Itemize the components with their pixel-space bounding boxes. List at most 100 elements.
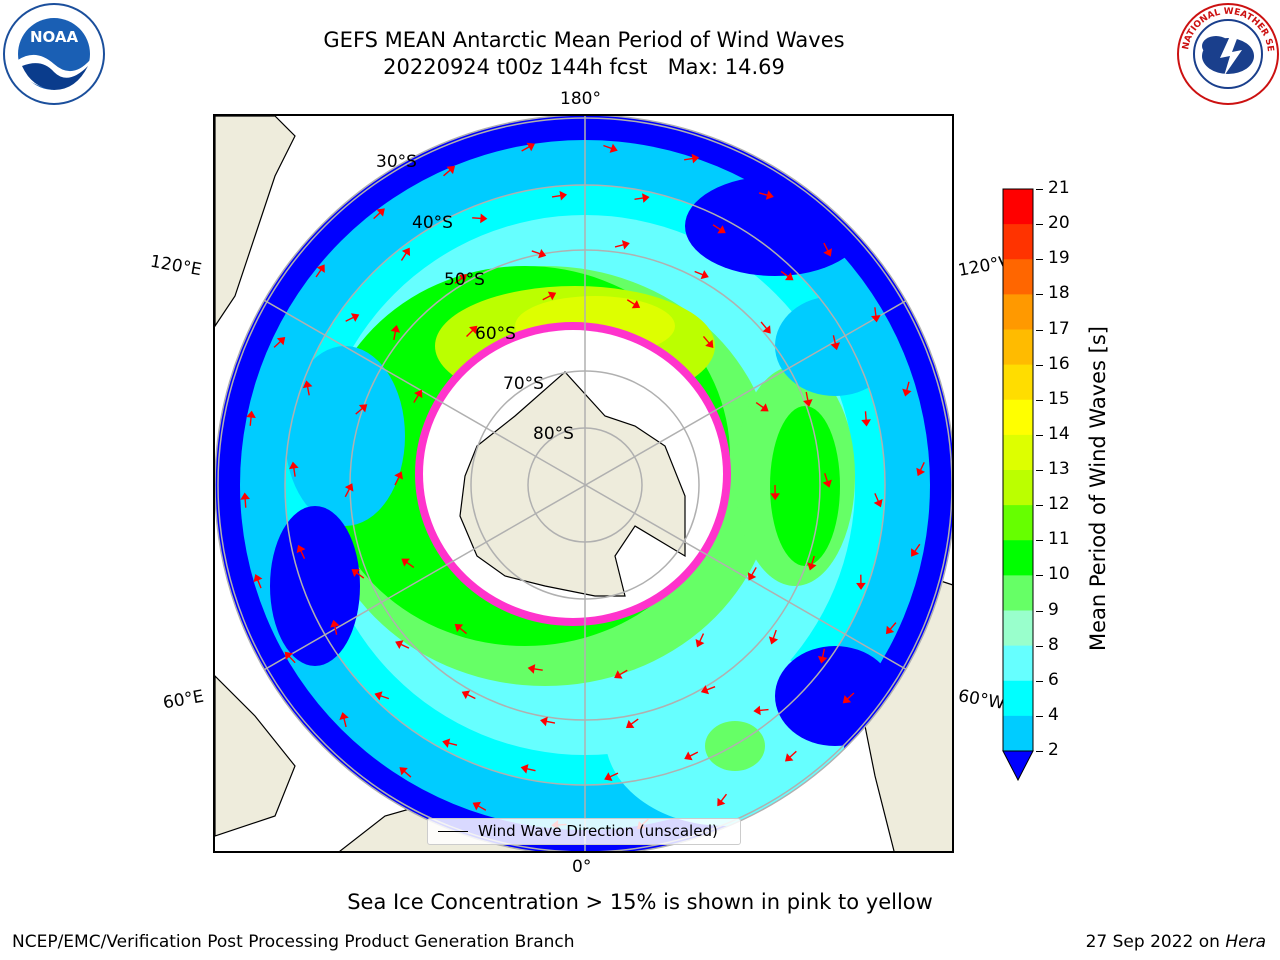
- wind-wave-arrow: [454, 277, 463, 284]
- wind-wave-arrowhead: [454, 623, 464, 633]
- wind-wave-arrow: [551, 194, 562, 198]
- lat-label-60s: 60°S: [475, 324, 516, 344]
- colorbar-tick-mark: [1036, 645, 1043, 647]
- wind-wave-arrowhead: [642, 193, 650, 203]
- wind-wave-arrowhead: [538, 249, 547, 259]
- wind-wave-arrowhead: [885, 625, 895, 635]
- lat-label-70s: 70°S: [503, 374, 544, 394]
- wind-wave-arrowhead: [842, 695, 852, 704]
- colorbar-cell: [1003, 259, 1033, 295]
- wind-wave-arrowhead: [916, 467, 926, 477]
- wind-wave-arrowhead: [414, 389, 423, 399]
- wind-wave-arrow: [751, 567, 757, 576]
- wind-wave-arrow: [755, 401, 764, 409]
- wind-wave-arrow: [772, 629, 777, 639]
- colorbar-cell: [1003, 645, 1033, 682]
- wind-wave-arrow: [810, 555, 815, 565]
- colorbar-tick-label: 12: [1048, 494, 1070, 515]
- wind-wave-arrowhead: [330, 619, 340, 628]
- colorbar-tick-mark: [1036, 329, 1043, 331]
- wind-wave-arrowhead: [240, 492, 250, 500]
- wind-wave-arrowhead: [695, 639, 705, 648]
- wind-wave-arrow: [874, 493, 880, 502]
- wind-wave-arrowhead: [296, 544, 306, 554]
- map-panel: [213, 114, 954, 853]
- wind-wave-arrowhead: [461, 690, 471, 700]
- nws-logo: NATIONAL WEATHER SERVICE: [1176, 2, 1279, 105]
- colorbar-cell: [1003, 715, 1033, 752]
- colorbar: [1002, 188, 1034, 782]
- wind-wave-arrowhead: [399, 767, 408, 776]
- colorbar-tick-label: 20: [1048, 213, 1070, 234]
- wind-wave-arrow: [472, 217, 482, 220]
- wind-wave-arrowhead: [902, 388, 912, 397]
- wind-wave-arrow: [531, 250, 541, 255]
- wind-wave-arrowhead: [625, 720, 635, 729]
- colorbar-tick-mark: [1036, 434, 1043, 436]
- wind-wave-arrow: [380, 695, 390, 700]
- colorbar-cell: [1003, 364, 1033, 401]
- colorbar-tick-label: 21: [1048, 178, 1070, 198]
- colorbar-tick-mark: [1036, 751, 1043, 752]
- colorbar-cell: [1003, 575, 1033, 611]
- lon-label-top: 180°: [560, 89, 601, 109]
- wind-wave-arrowhead: [442, 738, 451, 748]
- sea-ice-note-text: Sea Ice Concentration > 15% is shown in …: [347, 890, 933, 914]
- wind-wave-arrow: [821, 648, 826, 658]
- wind-wave-arrowhead: [614, 670, 623, 679]
- wind-wave-arrowhead: [358, 404, 368, 413]
- wind-wave-arrowhead: [339, 712, 349, 721]
- wind-wave-arrow: [699, 633, 705, 643]
- wind-wave-arrowhead: [765, 190, 774, 200]
- wind-wave-arrowhead: [822, 479, 832, 488]
- wind-wave-arrowhead: [705, 339, 714, 349]
- wind-wave-arrowhead: [830, 342, 840, 351]
- wind-wave-arrowhead: [374, 691, 383, 701]
- colorbar-tick-mark: [1036, 189, 1043, 190]
- wind-wave-arrow: [249, 416, 252, 426]
- colorbar-tick-mark: [1036, 364, 1043, 366]
- wind-wave-arrowhead: [480, 213, 488, 224]
- wind-wave-arrow: [344, 488, 351, 498]
- wind-wave-arrowhead: [246, 410, 256, 419]
- wind-wave-arrowhead: [302, 380, 313, 389]
- wind-wave-arrowhead: [401, 558, 410, 567]
- lat-label-80s: 80°S: [533, 424, 574, 444]
- wind-wave-arrow: [760, 321, 768, 330]
- wind-wave-arrow: [626, 299, 636, 306]
- wind-wave-arrow: [466, 693, 476, 700]
- chart-subtitle: 20220924 t00z 144h fcst Max: 14.69: [383, 55, 785, 79]
- noaa-logo: NOAA: [3, 3, 105, 105]
- wind-wave-arrowhead: [807, 562, 817, 571]
- wind-wave-arrowhead: [631, 300, 641, 309]
- wind-wave-arrowhead: [770, 493, 780, 501]
- wind-wave-arrow: [694, 270, 704, 276]
- wind-wave-arrowhead: [753, 705, 761, 716]
- colorbar-tick-mark: [1036, 399, 1043, 401]
- colorbar-cell: [1003, 434, 1033, 471]
- wind-wave-arrow: [720, 793, 728, 802]
- colorbar-cell: [1003, 189, 1033, 225]
- wind-wave-arrow: [413, 394, 420, 403]
- colorbar-tick-mark: [1036, 540, 1043, 542]
- colorbar-cell: [1003, 610, 1033, 647]
- wind-wave-arrow: [758, 192, 768, 196]
- wind-wave-arrow: [823, 242, 829, 252]
- colorbar-tick-label: 19: [1048, 248, 1070, 269]
- wind-wave-arrowhead: [395, 640, 404, 649]
- wind-wave-arrow: [712, 224, 721, 231]
- wind-wave-arrowhead: [390, 324, 401, 333]
- wind-wave-arrow: [874, 307, 877, 317]
- wind-wave-arrowhead: [253, 574, 263, 583]
- colorbar-cell: [1003, 680, 1033, 717]
- wind-wave-arrow: [542, 294, 552, 301]
- wind-wave-arrow: [257, 579, 262, 589]
- wind-wave-arrowhead: [276, 337, 286, 346]
- wind-wave-arrow: [780, 270, 789, 278]
- wind-wave-arrow: [356, 572, 365, 579]
- legend-label: Wind Wave Direction (unscaled): [478, 822, 718, 840]
- wind-wave-arrow: [448, 742, 458, 746]
- wind-wave-arrowhead: [351, 569, 360, 578]
- colorbar-tick-label: 15: [1048, 388, 1070, 409]
- wind-wave-arrowhead: [604, 772, 613, 782]
